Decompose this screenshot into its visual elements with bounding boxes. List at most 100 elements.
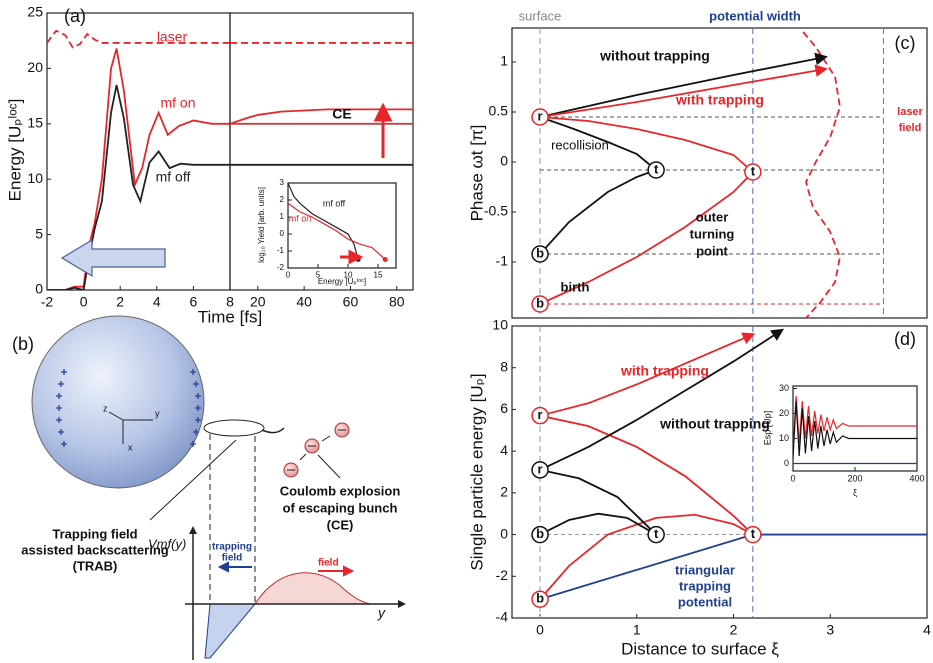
x-tick-label: 4	[153, 293, 161, 309]
trap-region	[204, 603, 257, 659]
series-label: with trapping	[675, 92, 764, 108]
y-tick-label: -2	[277, 263, 285, 272]
annotation: CE	[332, 106, 351, 122]
ce-arrow	[373, 102, 393, 158]
y-tick-label: -4	[496, 609, 509, 625]
series-line	[47, 84, 230, 290]
axis-name: y	[377, 605, 386, 621]
arrow	[318, 565, 355, 577]
plot-area	[539, 326, 927, 618]
series-line	[539, 513, 754, 600]
point-label: b	[536, 591, 544, 606]
y-tick-label: 30	[779, 383, 789, 393]
y-tick-label: 20	[27, 59, 43, 75]
x-tick-label: 0	[790, 473, 795, 483]
point	[531, 108, 549, 126]
series-line	[539, 332, 756, 417]
guide	[209, 434, 256, 658]
annotation: surface	[519, 8, 562, 23]
y-tick-label: 0	[280, 229, 285, 238]
point	[531, 590, 549, 608]
loop	[203, 419, 265, 437]
y-tick-label: 2	[280, 195, 285, 204]
point	[744, 525, 762, 544]
x-tick-label: 15	[374, 270, 383, 279]
potential-axes	[185, 530, 402, 660]
trap-field-label: field	[222, 553, 243, 564]
series-line	[539, 64, 828, 118]
y-tick-label: 5	[35, 225, 43, 241]
point-label: b	[536, 295, 544, 310]
point-label: t	[751, 526, 756, 541]
arrow	[261, 427, 285, 434]
plot-frame	[511, 325, 928, 619]
y-tick-label: 0	[500, 525, 508, 541]
point	[531, 295, 549, 313]
point-label: r	[538, 461, 543, 476]
y-axis-label: Esp [Up]	[762, 411, 772, 446]
series-label: mf off	[323, 198, 346, 208]
annotation: recollision	[551, 137, 609, 152]
plot-area	[793, 395, 917, 465]
plot-frame	[511, 27, 928, 319]
x-axis-label: Energy [Uₚˡᵒᶜ]	[318, 277, 366, 286]
point-label: t	[751, 163, 756, 178]
x-tick-label: 1	[633, 621, 641, 637]
annotation: birth	[561, 279, 590, 294]
field-region	[254, 572, 373, 605]
plot-frame	[792, 385, 918, 472]
x-tick-label: -2	[41, 293, 54, 309]
chart: -1 -0.5 0 0.5 1 Phase ωt [π] r t t b b (c) surface po…	[467, 8, 928, 319]
series-label: laser	[157, 29, 188, 45]
y-tick-label: 0	[35, 281, 43, 297]
point-label: t	[654, 161, 659, 176]
x-axis-label: ξ	[853, 487, 857, 497]
x-tick-label: 4	[923, 621, 931, 637]
x-tick-label: 6	[190, 293, 198, 309]
trab-arrow	[60, 238, 166, 278]
y-tick-label: 0.5	[489, 103, 509, 119]
y-tick-label: 6	[500, 400, 508, 416]
point	[531, 525, 549, 544]
y-tick-label: 10	[779, 433, 789, 443]
chart: 0 10 20 30 0 200 400 Esp [Up] ξ	[762, 383, 924, 498]
annotation: triangular	[675, 562, 735, 577]
annotation: turning	[690, 226, 735, 241]
plot-frame	[287, 182, 397, 269]
series-label: with trapping	[620, 363, 709, 379]
y-tick-label: 4	[500, 442, 508, 458]
y-tick-label: -1	[277, 246, 285, 255]
point-label: t	[654, 526, 659, 541]
electron-marks	[287, 429, 346, 471]
y-tick-label: 0	[784, 458, 789, 468]
series-line	[539, 512, 657, 536]
ce-label: Coulomb explosion	[280, 483, 401, 498]
x-tick-label: 3	[826, 621, 834, 637]
y-tick-label: 10	[492, 317, 508, 333]
annotation: field	[899, 122, 922, 134]
annotation: (a)	[64, 6, 86, 26]
series-label: mf on	[289, 213, 312, 223]
axis-name: x	[128, 442, 133, 452]
trab-label: Trapping field	[52, 526, 137, 541]
series-label: mf off	[156, 169, 191, 185]
y-tick-label: 25	[27, 4, 43, 20]
point	[647, 525, 665, 544]
point	[531, 406, 549, 425]
point-label: r	[538, 108, 543, 123]
plot-area	[230, 42, 413, 166]
x-tick-label: 2	[730, 621, 738, 637]
y-axis-label: Energy [Uₚˡᵒᶜ]	[5, 99, 24, 202]
x-tick-label: 400	[909, 473, 924, 483]
y-tick-label: 15	[27, 115, 43, 131]
panel-b: (b) y z x Coulomb explosion of escaping …	[12, 315, 406, 660]
series-line	[539, 414, 754, 536]
charges	[56, 369, 201, 447]
x-tick-label: 40	[296, 293, 312, 309]
chart: -4 -2 0 2 4 6 8 10 0 1 2 3 4 Single particle energy […	[467, 317, 931, 659]
annotation: outer	[696, 209, 729, 224]
plot-area	[288, 183, 386, 260]
series-label: without trapping	[599, 48, 710, 64]
x-tick-label: 10	[344, 270, 353, 279]
